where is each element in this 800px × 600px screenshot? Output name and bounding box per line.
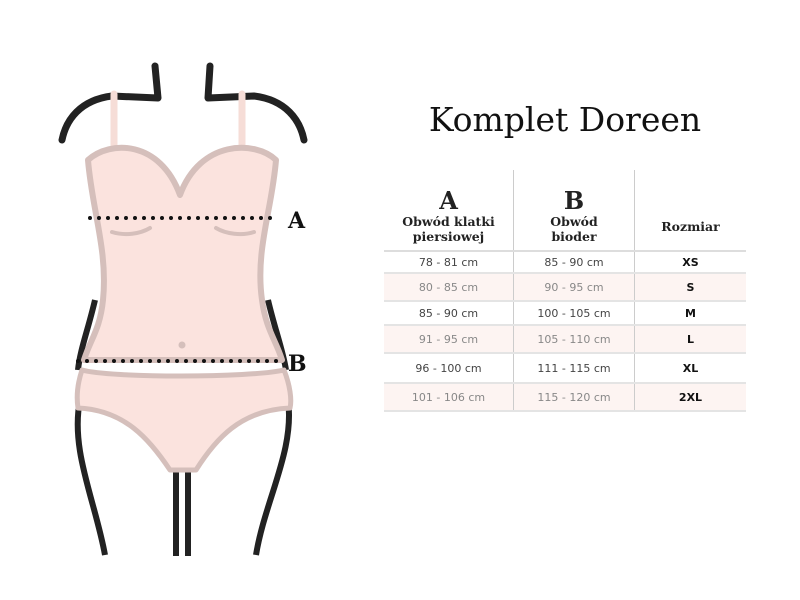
- cell-chest: 80 - 85 cm: [384, 273, 514, 302]
- cell-size: L: [634, 325, 746, 354]
- cell-size: XL: [634, 353, 746, 384]
- table-header-row: A Obwód klatki piersiowej B Obwód bioder…: [384, 170, 746, 252]
- cell-chest: 85 - 90 cm: [384, 301, 514, 326]
- header-size: Rozmiar: [634, 170, 746, 252]
- cell-chest: 96 - 100 cm: [384, 353, 514, 384]
- cell-size: M: [634, 301, 746, 326]
- label-b: B: [288, 351, 307, 377]
- cell-chest: 101 - 106 cm: [384, 383, 514, 412]
- navel: [178, 341, 186, 349]
- cell-size: 2XL: [634, 383, 746, 412]
- header-hips: B Obwód bioder: [513, 170, 635, 252]
- left-waist-line: [75, 299, 98, 371]
- header-label: piersiowej: [412, 229, 485, 244]
- cell-hips: 105 - 110 cm: [513, 325, 635, 354]
- left-leg-line: [74, 399, 108, 556]
- label-a: A: [287, 208, 306, 234]
- header-letter: B: [563, 186, 585, 215]
- cell-hips: 85 - 90 cm: [513, 251, 635, 274]
- right-cup-line: [214, 226, 256, 237]
- header-label: Obwód: [550, 214, 598, 229]
- cell-size: S: [634, 273, 746, 302]
- garment-figure: A B: [58, 62, 308, 556]
- header-label: Obwód klatki: [402, 214, 495, 229]
- panties: [74, 367, 294, 473]
- bustier: [81, 144, 285, 363]
- table-row: 96 - 100 cm 111 - 115 cm XL: [384, 353, 746, 384]
- header-label: bioder: [551, 229, 597, 244]
- page-title: Komplet Doreen: [428, 100, 702, 139]
- cell-size: XS: [634, 251, 746, 274]
- table-row: 80 - 85 cm 90 - 95 cm S: [384, 273, 746, 302]
- table-row: 101 - 106 cm 115 - 120 cm 2XL: [384, 383, 746, 412]
- header-chest: A Obwód klatki piersiowej: [384, 170, 514, 252]
- left-shoulder-line: [58, 62, 162, 144]
- size-table: A Obwód klatki piersiowej B Obwód bioder…: [384, 170, 746, 412]
- table-row: 85 - 90 cm 100 - 105 cm M: [384, 301, 746, 326]
- cell-hips: 111 - 115 cm: [513, 353, 635, 384]
- cell-hips: 90 - 95 cm: [513, 273, 635, 302]
- right-leg-line: [253, 399, 292, 556]
- left-cup-line: [110, 226, 152, 237]
- header-label: Rozmiar: [661, 219, 720, 234]
- right-shoulder-line: [204, 62, 308, 144]
- cell-hips: 115 - 120 cm: [513, 383, 635, 412]
- cell-chest: 78 - 81 cm: [384, 251, 514, 274]
- table-row: 78 - 81 cm 85 - 90 cm XS: [384, 251, 746, 274]
- table-row: 91 - 95 cm 105 - 110 cm L: [384, 325, 746, 354]
- cell-chest: 91 - 95 cm: [384, 325, 514, 354]
- cell-hips: 100 - 105 cm: [513, 301, 635, 326]
- header-letter: A: [439, 186, 458, 215]
- right-waist-line: [265, 299, 289, 371]
